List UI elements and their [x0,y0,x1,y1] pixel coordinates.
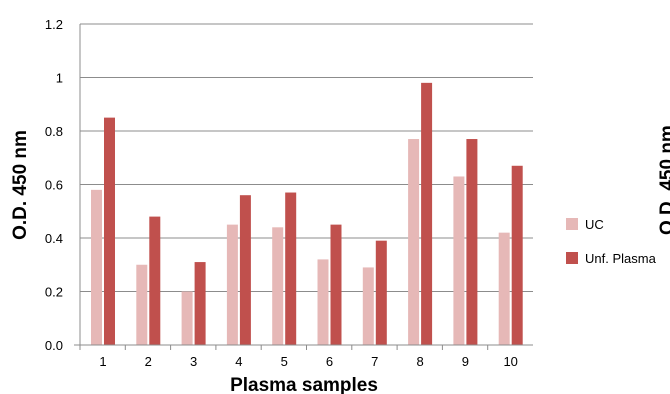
y-axis-title: O.D. 450 nm [10,130,31,240]
x-tick-label: 1 [99,354,106,369]
y-tick-label: 0.8 [45,124,63,139]
bar-uc-6 [317,259,329,345]
y-tick-label: 1.2 [45,17,63,32]
bar-uc-1 [91,189,102,345]
x-tick-label: 9 [462,354,469,369]
y-tick-label: 1 [56,71,63,86]
legend-swatch-unf-plasma [566,252,578,264]
bar-unf-plasma-3 [194,262,206,345]
y-tick-label: 0.4 [45,231,63,246]
bar-unf-plasma-2 [149,216,161,345]
x-tick-label: 8 [416,354,423,369]
bar-uc-7 [362,267,374,345]
legend-label-unf-plasma: Unf. Plasma [585,251,657,266]
x-tick-label: 3 [190,354,197,369]
bar-unf-plasma-4 [239,195,251,345]
bar-uc-9 [453,176,465,345]
bar-unf-plasma-6 [330,224,342,345]
x-tick-labels: 1 2 3 4 5 6 7 8 9 10 [99,354,518,369]
bar-unf-plasma-9 [466,139,478,345]
y-tick-label: 0.2 [45,285,63,300]
bar-unf-plasma-10 [511,165,523,345]
bar-unf-plasma-8 [421,82,433,345]
bar-unf-plasma-1 [104,117,115,345]
bars [91,82,523,345]
bar-uc-10 [498,232,510,345]
bar-uc-8 [408,139,420,345]
bar-uc-3 [181,291,193,345]
x-tick-label: 7 [371,354,378,369]
partial-y-axis-title: O.D. 450 nm [657,125,670,235]
bar-unf-plasma-5 [285,192,297,345]
axes [74,24,533,346]
x-tick-label: 2 [145,354,152,369]
x-tick-label: 4 [235,354,242,369]
legend-label-uc: UC [585,217,604,232]
y-tick-labels: 0.0 0.2 0.4 0.6 0.8 1 1.2 [45,17,63,353]
bar-uc-5 [272,227,284,345]
y-tick-label: 0.6 [45,178,63,193]
y-tick-label: 0.0 [45,338,63,353]
x-tick-label: 6 [326,354,333,369]
x-tick-label: 10 [503,354,517,369]
x-axis-title: Plasma samples [230,375,378,394]
bar-uc-2 [136,264,148,345]
legend-swatch-uc [566,218,578,230]
bar-unf-plasma-7 [375,240,387,345]
bar-uc-4 [226,224,238,345]
legend: UC Unf. Plasma [566,217,657,266]
x-tick-label: 5 [281,354,288,369]
gridlines [79,23,533,350]
